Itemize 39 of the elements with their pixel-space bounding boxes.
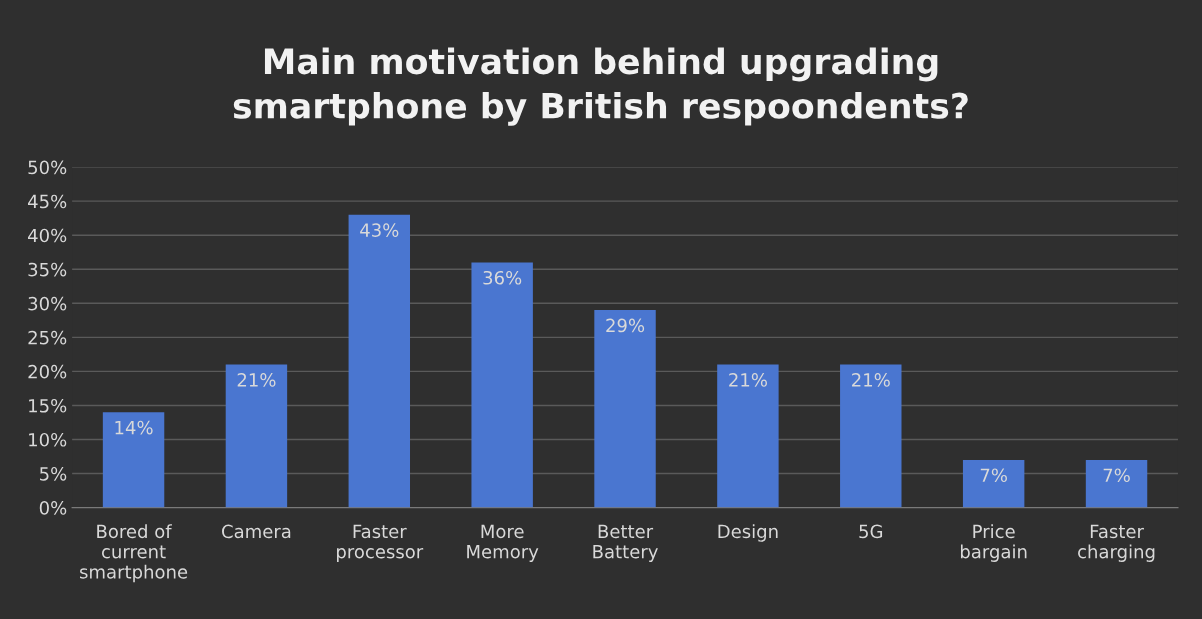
x-tick-label: Better Battery	[593, 524, 658, 562]
data-label: 29%	[606, 318, 645, 333]
y-tick-label: 10%	[29, 432, 67, 447]
data-label: 7%	[1103, 468, 1130, 483]
bar	[1085, 459, 1148, 508]
y-tick-label: 0%	[39, 501, 67, 515]
x-tick-label: Camera	[222, 524, 291, 539]
bar	[225, 364, 288, 508]
data-label: 7%	[980, 468, 1007, 483]
data-label: 36%	[483, 270, 522, 285]
y-tick-label: 5%	[40, 466, 67, 481]
y-tick-label: 30%	[28, 296, 67, 311]
x-tick-label: Price bargain	[960, 524, 1027, 562]
y-tick-label: 20%	[28, 364, 67, 379]
x-tick-label: 5G	[859, 524, 883, 539]
bar	[471, 262, 533, 508]
x-tick-label: Design	[718, 524, 778, 542]
bar	[102, 412, 165, 508]
y-tick-label: 50%	[28, 160, 67, 175]
data-label: 21%	[852, 373, 890, 387]
x-tick-label: Faster processor	[337, 524, 424, 562]
bar	[840, 364, 902, 508]
x-tick-label: Bored of current smartphone	[80, 524, 188, 583]
y-tick-label: 15%	[29, 398, 67, 413]
y-tick-label: 40%	[28, 228, 67, 243]
y-tick-label: 25%	[28, 330, 67, 345]
x-tick-label: More Memory	[467, 524, 539, 562]
bar	[717, 364, 779, 508]
data-label: 43%	[360, 223, 399, 237]
x-tick-label: Faster charging	[1078, 524, 1155, 562]
chart-title: Main motivation behind upgrading smartphone by British respoondents?	[233, 47, 968, 126]
bar	[962, 459, 1025, 508]
data-label: 14%	[115, 420, 153, 435]
data-label: 21%	[237, 373, 276, 387]
bar	[348, 214, 411, 508]
y-tick-label: 45%	[28, 194, 67, 209]
y-tick-label: 35%	[28, 262, 67, 277]
bar	[594, 310, 656, 508]
data-label: 21%	[729, 373, 767, 387]
